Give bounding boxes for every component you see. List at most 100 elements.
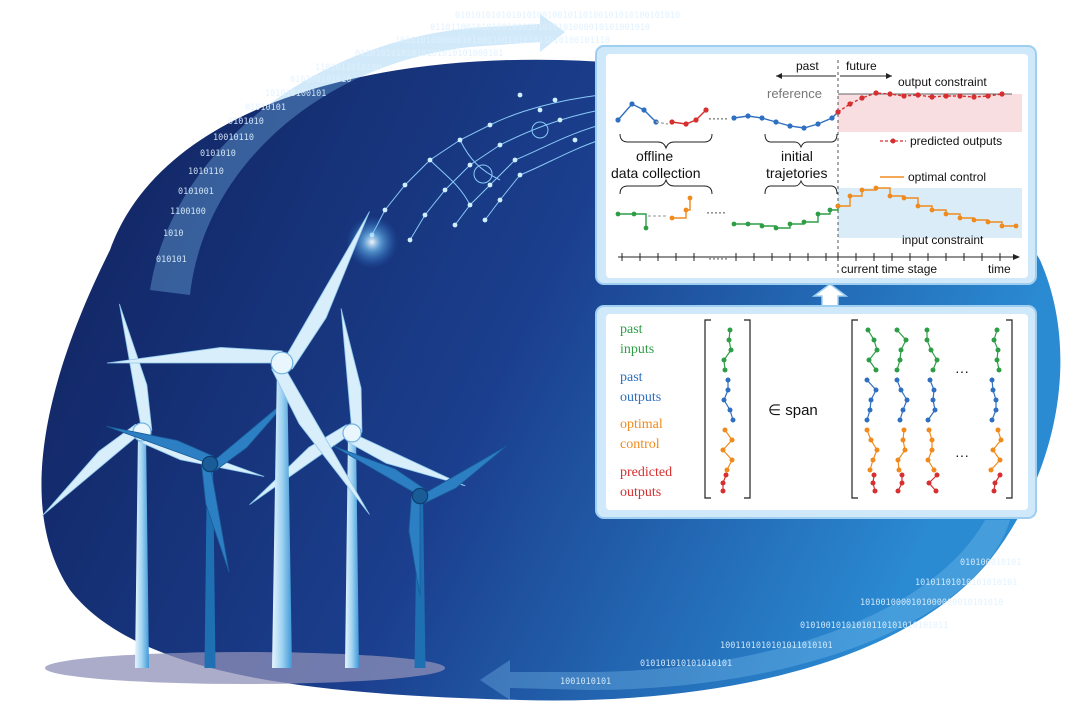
- predicted-output-point: [985, 93, 991, 99]
- column-point: [896, 467, 902, 473]
- matrix-bracket-left: [851, 319, 858, 499]
- column-point: [874, 447, 880, 453]
- column-point: [895, 488, 901, 494]
- optimal-control-label: optimal control: [908, 170, 986, 184]
- offline-label-line2: data collection: [611, 165, 701, 181]
- predicted-output-point: [873, 90, 879, 96]
- optimal-control-curve-point: [971, 217, 977, 223]
- offline-input-orange-point: [683, 207, 689, 213]
- offline-output-blue-point: [641, 107, 647, 113]
- initial-output-blue-point: [731, 115, 737, 121]
- predicted-output-point: [901, 93, 907, 99]
- past-label: past: [796, 59, 819, 73]
- trajectory-columns: [720, 327, 1004, 494]
- column-point: [991, 488, 997, 494]
- column-point: [930, 397, 936, 403]
- offline-output-blue-point: [615, 117, 621, 123]
- column-point: [726, 337, 732, 343]
- initial-output-blue-point: [829, 115, 835, 121]
- hand-node: [487, 182, 493, 188]
- column-point: [723, 472, 729, 478]
- vector-bracket-right: [744, 319, 751, 499]
- trajectory-curves: [615, 90, 1019, 231]
- initial-output-blue-point: [759, 115, 765, 121]
- wind-turbine: [106, 211, 370, 668]
- bottom-circular-arrow: 010100010101 10101101010101010101 10100100…: [480, 520, 1021, 700]
- reference-label: reference: [767, 86, 822, 101]
- offline-output-blue-point: [629, 101, 635, 107]
- turbine-tower: [272, 363, 292, 668]
- offline-input-green-point: [631, 211, 637, 217]
- binary-row: 010100010101: [960, 558, 1021, 568]
- column-point: [991, 337, 997, 343]
- offline-input-orange-point: [687, 195, 693, 201]
- output-constraint-region: [838, 94, 1022, 132]
- column-point: [720, 447, 726, 453]
- column-point: [729, 457, 735, 463]
- column-point: [874, 347, 880, 353]
- column-point: [932, 407, 938, 413]
- column-point: [727, 407, 733, 413]
- column-point: [867, 467, 873, 473]
- column-point: [898, 387, 904, 393]
- optimal-control-curve-point: [985, 219, 991, 225]
- column-point: [722, 427, 728, 433]
- initial-output-blue-point: [773, 119, 779, 125]
- past-arrowhead: [776, 73, 782, 79]
- hand-node: [467, 202, 473, 208]
- trajectory-column: [894, 327, 910, 494]
- column-point: [721, 397, 727, 403]
- binary-row: 0101010: [228, 117, 264, 127]
- initial-input-green-point: [745, 221, 751, 227]
- binary-row: 1010101000000101001100101010110101001011…: [395, 36, 610, 46]
- time-axis-ticks: [621, 253, 1001, 261]
- trajectory-vector: [720, 327, 736, 494]
- column-point: [926, 427, 932, 433]
- future-label: future: [846, 59, 877, 73]
- past-outputs-line2: outputs: [620, 390, 661, 405]
- column-point: [989, 377, 995, 383]
- column-point: [990, 387, 996, 393]
- span-membership: ∈ span: [768, 402, 818, 419]
- predicted-outputs-line1: predicted: [620, 465, 672, 480]
- hand-nodes: [369, 92, 578, 243]
- column-point: [990, 447, 996, 453]
- optimal-control-curve-point: [957, 215, 963, 221]
- optimal-control-line2: control: [620, 437, 660, 452]
- optimal-control-curve-point: [847, 193, 853, 199]
- column-point: [901, 427, 907, 433]
- column-point: [931, 387, 937, 393]
- predicted-output-point: [957, 93, 963, 99]
- column-point: [904, 397, 910, 403]
- predicted-output-point: [887, 91, 893, 97]
- initial-lower-brace: [764, 179, 838, 195]
- column-point: [873, 367, 879, 373]
- offline-output-gap: [655, 121, 669, 125]
- hand-node: [442, 187, 448, 193]
- column-point: [903, 337, 909, 343]
- turbine-hub: [411, 487, 429, 505]
- initial-input-green-point: [731, 221, 737, 227]
- binary-row: 0101010: [200, 149, 236, 159]
- predicted-output-point: [915, 92, 921, 98]
- hand-node: [517, 172, 523, 178]
- binary-row: 1010: [163, 229, 183, 239]
- hand-node: [487, 122, 493, 128]
- ellipsis-outputs: ·····: [708, 111, 728, 125]
- column-point: [866, 357, 872, 363]
- turbine-hub: [270, 351, 294, 375]
- trajectory-column: [988, 327, 1004, 494]
- top-arrow-binary: 0101010101010101001001011010010101010010…: [156, 11, 680, 265]
- offline-input-green-point: [643, 225, 649, 231]
- hand-node: [512, 157, 518, 163]
- column-point: [995, 427, 1001, 433]
- hand-node: [537, 107, 543, 113]
- column-point: [725, 377, 731, 383]
- column-point: [902, 447, 908, 453]
- offline-brace: [619, 133, 713, 150]
- initial-output-blue-point: [787, 123, 793, 129]
- column-point: [894, 377, 900, 383]
- ground-shadow: [45, 652, 445, 684]
- column-point: [864, 427, 870, 433]
- optimal-control-curve-point: [859, 187, 865, 193]
